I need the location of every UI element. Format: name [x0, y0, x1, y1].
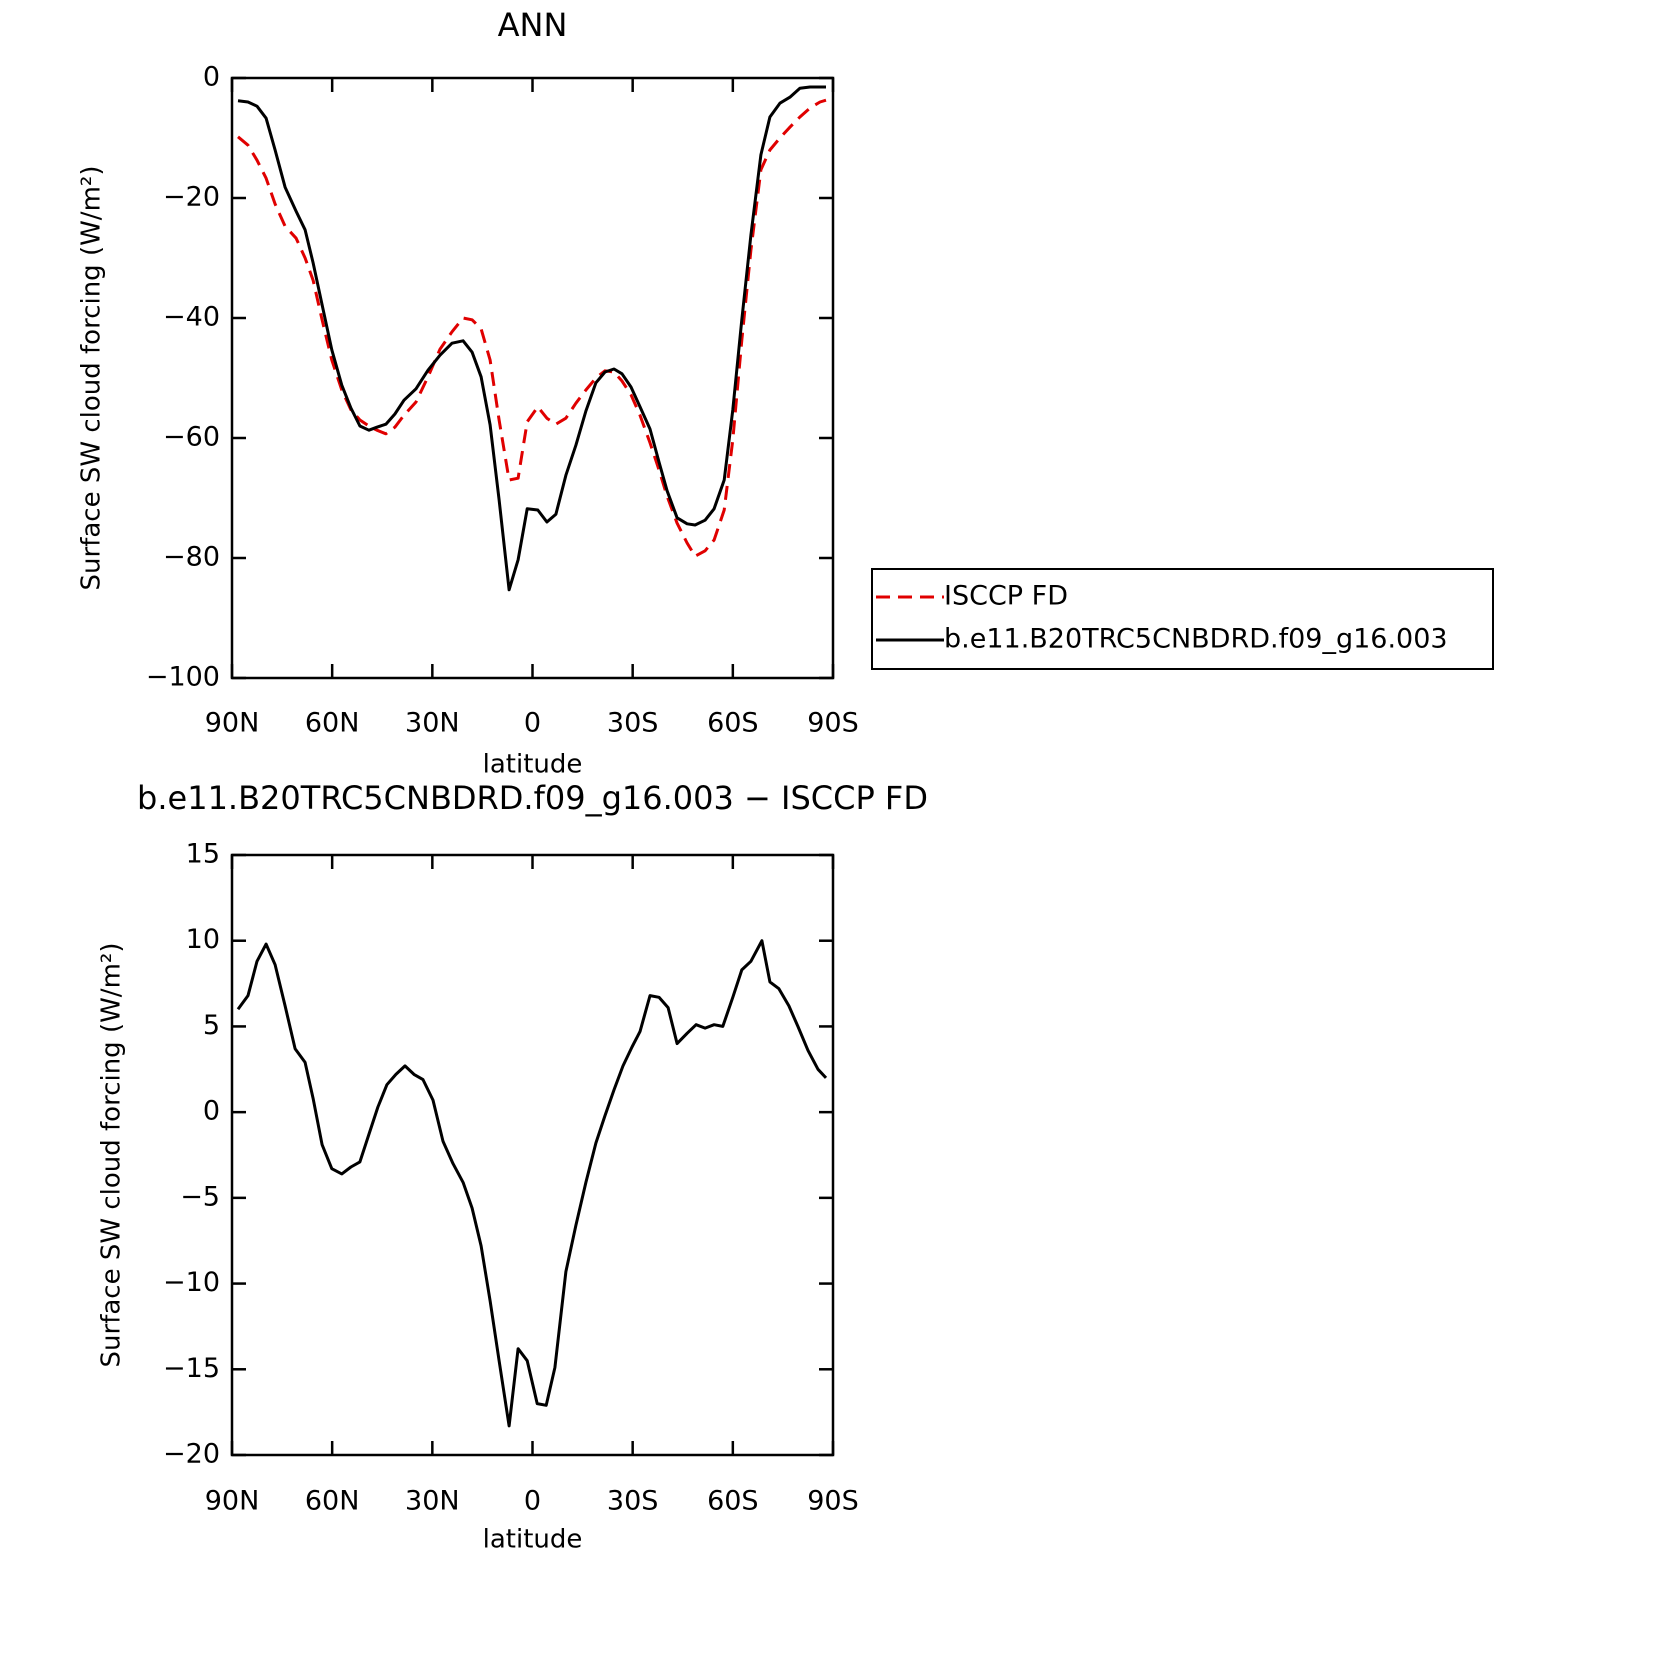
- y-tick-label: −60: [163, 422, 220, 453]
- y-tick-label: −10: [163, 1267, 220, 1298]
- x-tick-label: 60S: [707, 1486, 759, 1517]
- data-line: [236, 939, 828, 1428]
- y-axis-label: Surface SW cloud forcing (W/m²): [97, 943, 127, 1368]
- x-tick-label: 0: [524, 1486, 541, 1517]
- y-tick-label: −20: [163, 182, 220, 213]
- y-axis-label: Surface SW cloud forcing (W/m²): [77, 166, 107, 591]
- plot-frame: [230, 853, 835, 1457]
- x-tick-label: 90N: [205, 708, 260, 739]
- x-tick-label: 90N: [205, 1486, 260, 1517]
- x-axis-label: latitude: [483, 1525, 583, 1555]
- y-tick-label: −20: [163, 1439, 220, 1470]
- x-tick-label: 60N: [305, 708, 360, 739]
- x-tick-label: 30S: [607, 708, 659, 739]
- x-tick-label: 30N: [405, 708, 460, 739]
- y-tick-label: 0: [203, 1096, 220, 1127]
- x-tick-label: 60N: [305, 1486, 360, 1517]
- y-tick-label: 15: [186, 839, 220, 870]
- x-tick-label: 0: [524, 708, 541, 739]
- y-tick-label: 5: [203, 1010, 220, 1041]
- y-tick-label: −15: [163, 1353, 220, 1384]
- data-line: [237, 85, 826, 592]
- y-tick-label: −80: [163, 542, 220, 573]
- y-tick-label: −100: [146, 662, 220, 693]
- plot-frame: [230, 76, 835, 680]
- y-tick-label: −5: [180, 1181, 220, 1212]
- y-tick-label: 10: [186, 924, 220, 955]
- x-tick-label: 30S: [607, 1486, 659, 1517]
- chart-title: b.e11.B20TRC5CNBDRD.f09_g16.003 − ISCCP …: [137, 779, 928, 817]
- legend-box: [871, 568, 1494, 670]
- legend-label: ISCCP FD: [944, 581, 1068, 612]
- chart-title: ANN: [498, 6, 568, 44]
- x-tick-label: 60S: [707, 708, 759, 739]
- x-tick-label: 90S: [807, 708, 859, 739]
- y-tick-label: −40: [163, 302, 220, 333]
- x-tick-label: 30N: [405, 1486, 460, 1517]
- legend-label: b.e11.B20TRC5CNBDRD.f09_g16.003: [944, 624, 1448, 655]
- x-axis-label: latitude: [483, 750, 583, 780]
- x-tick-label: 90S: [807, 1486, 859, 1517]
- y-tick-label: 0: [203, 62, 220, 93]
